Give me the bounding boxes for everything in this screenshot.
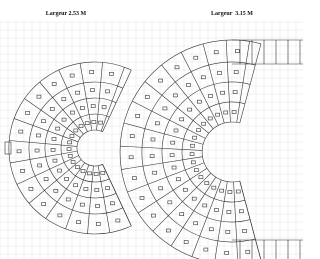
background — [0, 0, 303, 259]
panel-label: Largeur 2.53 M — [46, 11, 87, 17]
panel-label: Largeur 3.15 M — [211, 11, 253, 17]
drawing: Largeur 2.53 M Largeur 3.15 M — [0, 0, 303, 259]
page: Largeur 2.53 M Largeur 3.15 M (() => { c… — [0, 0, 320, 259]
